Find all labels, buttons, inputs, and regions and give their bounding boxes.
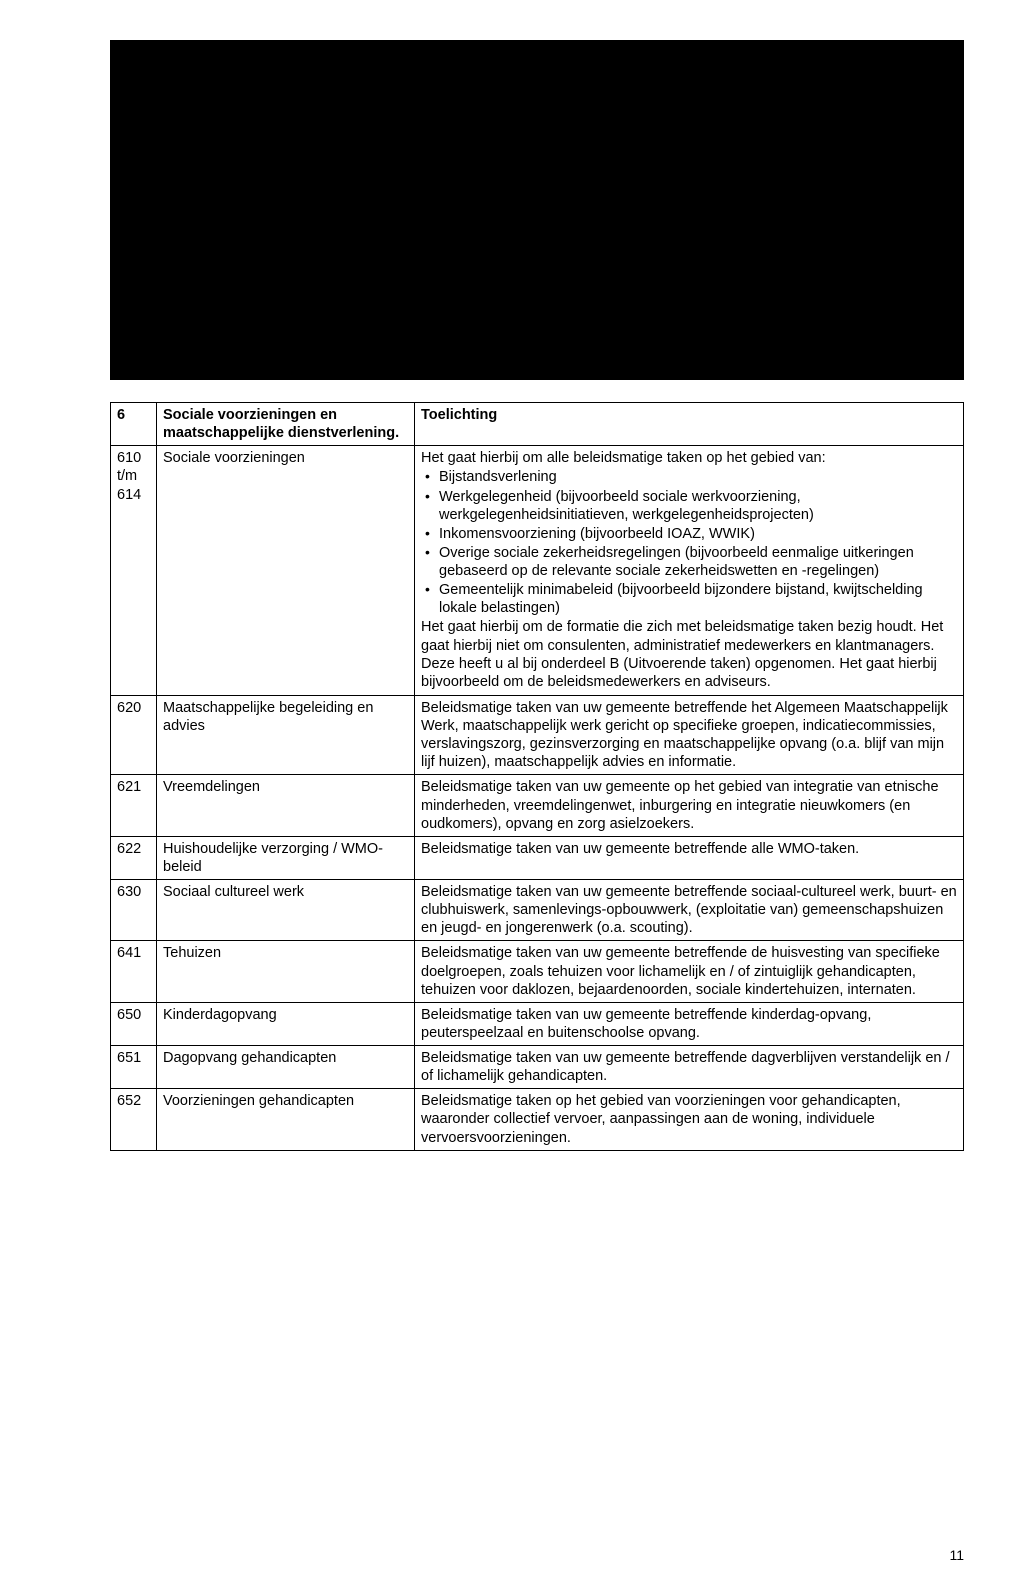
main-table: 6 Sociale voorzieningen en maatschappeli… (110, 402, 964, 1151)
cell-toelichting: Beleidsmatige taken van uw gemeente betr… (415, 836, 964, 879)
table-row: 652 Voorzieningen gehandicapten Beleidsm… (111, 1089, 964, 1150)
cell-toelichting: Beleidsmatige taken van uw gemeente op h… (415, 775, 964, 836)
cell-code: 651 (111, 1046, 157, 1089)
cell-toelichting: Beleidsmatige taken van uw gemeente betr… (415, 941, 964, 1002)
cell-code: 622 (111, 836, 157, 879)
table-row: 620 Maatschappelijke begeleiding en advi… (111, 695, 964, 775)
table-row: 610 t/m 614 Sociale voorzieningen Het ga… (111, 446, 964, 696)
cell-naam: Huishoudelijke verzorging / WMO-beleid (157, 836, 415, 879)
page: 6 Sociale voorzieningen en maatschappeli… (0, 0, 1024, 1591)
cell-toelichting: Beleidsmatige taken van uw gemeente betr… (415, 1002, 964, 1045)
intro-text: Het gaat hierbij om alle beleidsmatige t… (421, 449, 957, 467)
bullet-item: Werkgelegenheid (bijvoorbeeld sociale we… (439, 488, 957, 524)
cell-code: 621 (111, 775, 157, 836)
table-row: 650 Kinderdagopvang Beleidsmatige taken … (111, 1002, 964, 1045)
header-naam: Sociale voorzieningen en maatschappelijk… (157, 403, 415, 446)
header-toelichting: Toelichting (415, 403, 964, 446)
cell-naam: Voorzieningen gehandicapten (157, 1089, 415, 1150)
cell-toelichting: Beleidsmatige taken op het gebied van vo… (415, 1089, 964, 1150)
bullet-item: Inkomensvoorziening (bijvoorbeeld IOAZ, … (439, 525, 957, 543)
table-row: 622 Huishoudelijke verzorging / WMO-bele… (111, 836, 964, 879)
cell-naam: Sociale voorzieningen (157, 446, 415, 696)
cell-code: 652 (111, 1089, 157, 1150)
cell-code: 610 t/m 614 (111, 446, 157, 696)
table-row: 621 Vreemdelingen Beleidsmatige taken va… (111, 775, 964, 836)
cell-naam: Vreemdelingen (157, 775, 415, 836)
cell-code: 630 (111, 880, 157, 941)
table-row: 641 Tehuizen Beleidsmatige taken van uw … (111, 941, 964, 1002)
cell-toelichting: Beleidsmatige taken van uw gemeente betr… (415, 695, 964, 775)
cell-toelichting: Het gaat hierbij om alle beleidsmatige t… (415, 446, 964, 696)
table-row: 630 Sociaal cultureel werk Beleidsmatige… (111, 880, 964, 941)
bullet-item: Gemeentelijk minimabeleid (bijvoorbeeld … (439, 581, 957, 617)
cell-naam: Maatschappelijke begeleiding en advies (157, 695, 415, 775)
cell-toelichting: Beleidsmatige taken van uw gemeente betr… (415, 880, 964, 941)
cell-code: 641 (111, 941, 157, 1002)
cell-code: 650 (111, 1002, 157, 1045)
cell-naam: Dagopvang gehandicapten (157, 1046, 415, 1089)
bullet-list: Bijstandsverlening Werkgelegenheid (bijv… (421, 468, 957, 617)
header-code: 6 (111, 403, 157, 446)
outro-text: Het gaat hierbij om de formatie die zich… (421, 618, 957, 691)
bullet-item: Overige sociale zekerheidsregelingen (bi… (439, 544, 957, 580)
cell-toelichting: Beleidsmatige taken van uw gemeente betr… (415, 1046, 964, 1089)
cell-naam: Tehuizen (157, 941, 415, 1002)
table-header-row: 6 Sociale voorzieningen en maatschappeli… (111, 403, 964, 446)
bullet-item: Bijstandsverlening (439, 468, 957, 486)
cell-code: 620 (111, 695, 157, 775)
cell-naam: Kinderdagopvang (157, 1002, 415, 1045)
header-black-block (110, 40, 964, 380)
cell-naam: Sociaal cultureel werk (157, 880, 415, 941)
table-row: 651 Dagopvang gehandicapten Beleidsmatig… (111, 1046, 964, 1089)
page-number: 11 (949, 1547, 964, 1563)
